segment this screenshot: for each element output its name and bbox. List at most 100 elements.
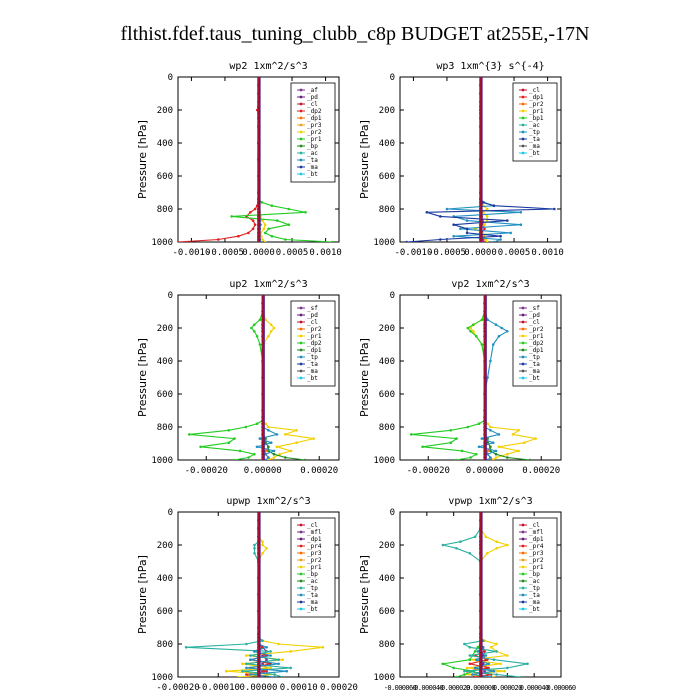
legend-entry: _bp xyxy=(529,571,540,578)
legend-marker xyxy=(521,544,525,548)
data-point xyxy=(260,201,264,204)
data-point xyxy=(486,441,489,445)
data-point xyxy=(485,207,489,211)
data-point xyxy=(410,433,413,436)
data-point xyxy=(484,535,488,539)
data-point xyxy=(277,642,280,646)
data-point xyxy=(463,669,466,673)
legend-entry: _pr1 xyxy=(307,136,322,143)
data-point xyxy=(475,452,478,456)
plot-frame xyxy=(399,294,562,461)
panel-title: vp2 1xm^2/s^3 xyxy=(451,279,529,290)
legend-marker xyxy=(299,551,303,555)
x-tick-label: 0.0010 xyxy=(309,248,342,258)
legend-marker xyxy=(521,607,525,611)
x-tick-label: 0.000020 xyxy=(493,684,522,692)
data-point xyxy=(491,458,495,460)
data-point xyxy=(455,458,458,460)
data-point xyxy=(237,675,240,677)
data-point xyxy=(509,231,512,235)
data-point xyxy=(452,234,456,238)
data-point xyxy=(272,456,276,459)
data-point xyxy=(468,658,472,661)
legend-entry: _ma xyxy=(307,164,318,171)
legend-marker xyxy=(299,144,303,148)
series-line-tp xyxy=(186,512,291,677)
data-point xyxy=(500,326,504,330)
data-point xyxy=(506,654,509,657)
data-point xyxy=(455,547,458,550)
data-point xyxy=(483,650,486,653)
data-point xyxy=(273,673,276,676)
panel-title: wp3 1xm^{3} s^{-4} xyxy=(436,61,544,72)
y-tick-label: 200 xyxy=(379,541,395,551)
data-point xyxy=(528,458,532,460)
data-point xyxy=(475,658,478,661)
data-point xyxy=(275,445,279,449)
legend-marker xyxy=(521,306,525,310)
data-point xyxy=(251,219,255,222)
data-point xyxy=(269,330,273,333)
data-point xyxy=(304,211,307,214)
legend: _sf_pd_cl_pr2_pr1_dp2_dp1_tp_ta_ma_bt xyxy=(290,300,336,387)
data-point xyxy=(495,547,498,550)
y-tick-label: 200 xyxy=(157,106,173,116)
legend-marker xyxy=(299,88,303,92)
legend-entry: _bt xyxy=(307,606,318,613)
legend-marker xyxy=(299,137,303,141)
data-point xyxy=(511,433,515,436)
legend-entry: _pr1 xyxy=(529,108,544,115)
data-point xyxy=(471,673,474,676)
data-point xyxy=(495,540,498,543)
data-point xyxy=(421,445,424,449)
data-point xyxy=(287,223,291,226)
data-point xyxy=(261,540,264,543)
data-point xyxy=(253,223,257,226)
legend-marker xyxy=(299,102,303,106)
y-tick-label: 0 xyxy=(390,73,395,83)
x-tick-label: 0.00020 xyxy=(522,466,560,476)
legend-entry: _ac xyxy=(307,150,318,157)
legend-entry: _ta xyxy=(307,361,318,368)
legend-entry: _cl xyxy=(529,319,540,326)
legend-entry: _cl xyxy=(307,319,318,326)
panel-title: wp2 1xm^2/s^3 xyxy=(229,61,307,72)
data-point xyxy=(517,449,520,453)
data-point xyxy=(495,642,498,646)
data-point xyxy=(487,666,490,670)
legend-marker xyxy=(521,348,525,352)
y-tick-label: 800 xyxy=(157,640,173,650)
x-tick-label: 0.0005 xyxy=(276,248,309,258)
data-point xyxy=(494,452,498,456)
x-tick-label: 0.000060 xyxy=(547,684,576,692)
y-tick-label: 400 xyxy=(379,357,395,367)
legend-entry: _dp2 xyxy=(307,108,322,115)
data-point xyxy=(269,441,273,445)
y-tick-label: 600 xyxy=(379,607,395,617)
data-point xyxy=(465,666,469,670)
legend-entry: _bp xyxy=(307,143,318,150)
data-point xyxy=(263,223,267,226)
legend-entry: _pr2 xyxy=(307,326,322,333)
data-point xyxy=(253,452,256,456)
data-point xyxy=(460,449,464,453)
x-tick-label: 0.0005 xyxy=(498,248,531,258)
data-point xyxy=(441,662,445,666)
data-point xyxy=(264,452,267,456)
legend-marker xyxy=(299,593,303,597)
data-point xyxy=(468,662,472,666)
data-point xyxy=(269,323,273,327)
data-point xyxy=(487,662,490,666)
data-point xyxy=(489,425,492,429)
y-tick-label: 800 xyxy=(379,640,395,650)
data-point xyxy=(249,658,252,661)
legend-marker xyxy=(521,593,525,597)
data-point xyxy=(261,552,264,555)
data-point xyxy=(265,669,268,673)
x-tick-label: -0.000020 xyxy=(437,684,470,692)
legend-entry: _cl xyxy=(307,522,318,529)
series-group xyxy=(184,512,325,677)
legend-marker xyxy=(521,313,525,317)
y-tick-label: 1000 xyxy=(373,238,395,248)
data-point xyxy=(483,223,486,226)
